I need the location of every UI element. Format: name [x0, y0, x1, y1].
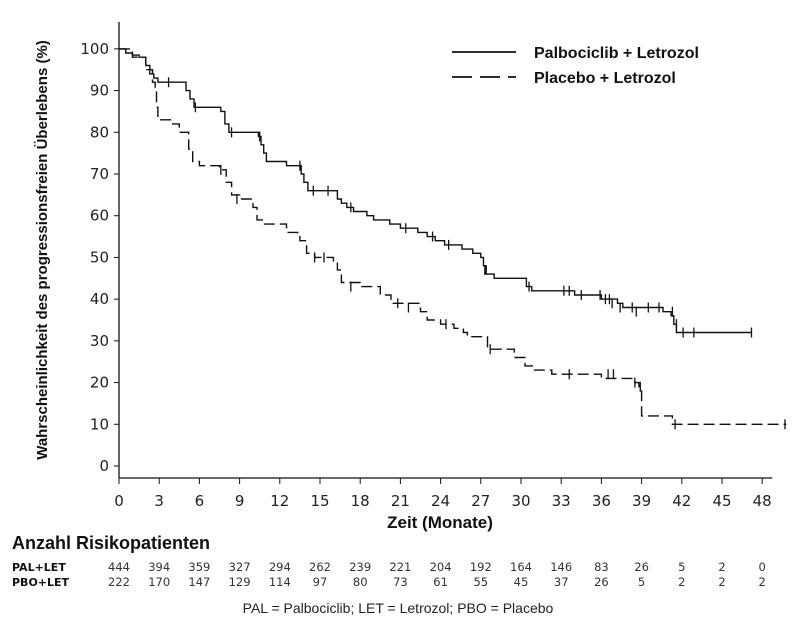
risk-cell: 83 [594, 560, 609, 574]
risk-cell: 129 [229, 575, 251, 589]
risk-cell: 146 [550, 560, 572, 574]
risk-cell: 45 [514, 575, 529, 589]
x-tick-label: 3 [154, 492, 164, 510]
x-tick-label: 12 [270, 492, 289, 510]
risk-cell: 2 [678, 575, 685, 589]
x-tick-label: 15 [310, 492, 329, 510]
legend: Palbociclib + Letrozol Placebo + Letrozol [452, 45, 699, 87]
risk-cell: 80 [353, 575, 368, 589]
legend-label-palbociclib: Palbociclib + Letrozol [534, 45, 699, 62]
risk-cell: 239 [349, 560, 371, 574]
x-tick-label: 48 [753, 492, 772, 510]
risk-cell: 394 [148, 560, 170, 574]
x-tick-label: 33 [552, 492, 571, 510]
x-tick-label: 0 [114, 492, 124, 510]
y-tick-label: 50 [90, 248, 109, 266]
risk-cell: 262 [309, 560, 331, 574]
x-tick-label: 24 [431, 492, 450, 510]
x-tick-label: 45 [712, 492, 731, 510]
risk-cell: 97 [313, 575, 328, 589]
x-tick-label: 9 [235, 492, 245, 510]
risk-cell: 294 [269, 560, 291, 574]
y-tick-label: 90 [90, 82, 109, 100]
y-tick-label: 60 [90, 207, 109, 225]
x-axis-label: Zeit (Monate) [387, 513, 493, 532]
risk-cell: 147 [188, 575, 210, 589]
footnote: PAL = Palbociclib; LET = Letrozol; PBO =… [243, 600, 554, 616]
risk-cell: 61 [433, 575, 448, 589]
risk-cell: 26 [634, 560, 649, 574]
risk-cell: 73 [393, 575, 408, 589]
x-tick-label: 39 [632, 492, 651, 510]
risk-cell: 204 [430, 560, 452, 574]
risk-cell: 192 [470, 560, 492, 574]
series-line-palbociclib [119, 48, 752, 334]
risk-cell: 55 [473, 575, 488, 589]
risk-cell: 2 [759, 575, 766, 589]
y-tick-label: 20 [90, 374, 109, 392]
y-axis-label: Wahrscheinlichkeit des progressionsfreie… [34, 40, 51, 460]
risk-table: Anzahl Risikopatienten PAL+LET 444 394 359 3… [12, 533, 766, 589]
risk-table-title: Anzahl Risikopatienten [12, 533, 210, 553]
x-tick-label: 21 [391, 492, 410, 510]
y-tick-label: 100 [80, 40, 109, 58]
risk-cell: 114 [269, 575, 291, 589]
legend-label-placebo: Placebo + Letrozol [534, 70, 676, 87]
risk-cell: 221 [389, 560, 411, 574]
series-line-placebo [119, 48, 787, 425]
risk-cell: 164 [510, 560, 532, 574]
risk-cell: 2 [718, 560, 725, 574]
risk-cell: 327 [229, 560, 251, 574]
risk-cell: 26 [594, 575, 609, 589]
risk-cell: 444 [108, 560, 130, 574]
risk-cell: 37 [554, 575, 569, 589]
y-tick-label: 70 [90, 165, 109, 183]
y-tick-label: 40 [90, 290, 109, 308]
y-tick-label: 80 [90, 123, 109, 141]
risk-row-label: PBO+LET [12, 576, 70, 589]
x-tick-label: 6 [195, 492, 205, 510]
risk-cell: 2 [718, 575, 725, 589]
risk-cell: 5 [678, 560, 685, 574]
x-tick-label: 30 [511, 492, 530, 510]
risk-row-label: PAL+LET [12, 561, 66, 574]
risk-cell: 222 [108, 575, 130, 589]
x-tick-label: 18 [351, 492, 370, 510]
y-tick-label: 30 [90, 332, 109, 350]
x-tick-label: 36 [592, 492, 611, 510]
y-tick-label: 10 [90, 415, 109, 433]
x-tick-label: 42 [672, 492, 691, 510]
risk-cell: 170 [148, 575, 170, 589]
y-tick-label: 0 [99, 457, 109, 475]
risk-cell: 0 [759, 560, 766, 574]
risk-cell: 359 [188, 560, 210, 574]
x-tick-label: 27 [471, 492, 490, 510]
risk-cell: 5 [638, 575, 645, 589]
